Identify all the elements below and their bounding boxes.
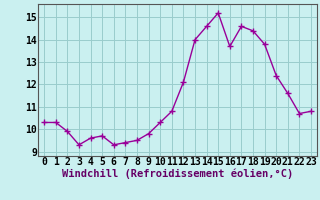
X-axis label: Windchill (Refroidissement éolien,°C): Windchill (Refroidissement éolien,°C): [62, 169, 293, 179]
